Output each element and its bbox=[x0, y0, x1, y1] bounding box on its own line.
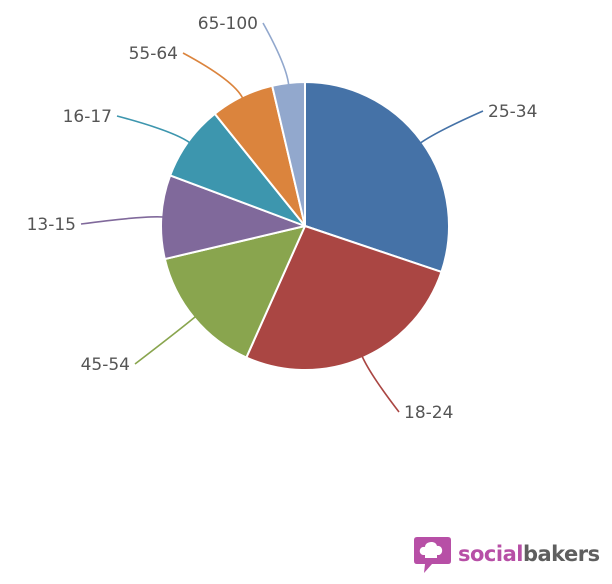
leader-line-16-17 bbox=[116, 115, 191, 144]
slice-labels: 25-34 18-24 45-54 13-15 16-17 55-64 65-100 bbox=[27, 14, 538, 423]
leader-lines bbox=[80, 22, 484, 413]
pie-slices bbox=[160, 81, 450, 371]
leader-line-65-100 bbox=[262, 22, 290, 85]
socialbakers-logo: socialbakers bbox=[410, 533, 600, 575]
slice-label-18-24: 18-24 bbox=[404, 403, 453, 423]
slice-label-55-64: 55-64 bbox=[129, 44, 178, 64]
slice-label-13-15: 13-15 bbox=[27, 215, 76, 235]
slice-label-45-54: 45-54 bbox=[81, 355, 130, 375]
leader-line-13-15 bbox=[80, 216, 164, 225]
leader-line-25-34 bbox=[419, 110, 484, 144]
leader-line-45-54 bbox=[134, 315, 197, 365]
chat-bubble-chef-hat-icon bbox=[414, 537, 451, 573]
leader-line-55-64 bbox=[182, 52, 244, 99]
slice-label-65-100: 65-100 bbox=[198, 14, 258, 34]
slice-label-16-17: 16-17 bbox=[63, 107, 112, 127]
brand-text-social: social bbox=[458, 541, 523, 566]
leader-line-18-24 bbox=[361, 355, 400, 413]
brand-wordmark: socialbakers bbox=[458, 541, 600, 566]
brand-text-bakers: bakers bbox=[522, 541, 600, 566]
slice-label-25-34: 25-34 bbox=[488, 102, 537, 122]
